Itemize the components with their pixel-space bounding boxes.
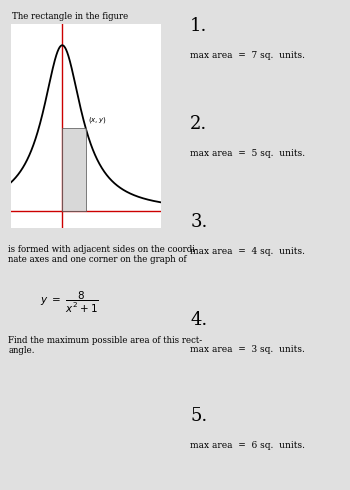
Text: is formed with adjacent sides on the coordi-
nate axes and one corner on the gra: is formed with adjacent sides on the coo…: [8, 245, 198, 265]
Text: 1.: 1.: [190, 17, 208, 35]
Text: max area  =  7 sq.  units.: max area = 7 sq. units.: [190, 51, 305, 60]
Text: 3.: 3.: [190, 213, 208, 231]
Text: $(x, y)$: $(x, y)$: [88, 115, 106, 125]
Text: max area  =  3 sq.  units.: max area = 3 sq. units.: [190, 345, 305, 354]
Text: 5.: 5.: [190, 407, 208, 425]
Text: $y \ = \ \dfrac{8}{x^2+1}$: $y \ = \ \dfrac{8}{x^2+1}$: [41, 290, 99, 315]
Text: max area  =  4 sq.  units.: max area = 4 sq. units.: [190, 247, 305, 256]
Text: 4.: 4.: [190, 311, 208, 329]
Text: max area  =  5 sq.  units.: max area = 5 sq. units.: [190, 149, 305, 158]
Bar: [62, 128, 86, 211]
Text: Find the maximum possible area of this rect-
angle.: Find the maximum possible area of this r…: [8, 336, 202, 355]
Text: max area  =  6 sq.  units.: max area = 6 sq. units.: [190, 441, 305, 450]
Text: 2.: 2.: [190, 115, 208, 133]
Text: The rectangle in the figure: The rectangle in the figure: [12, 12, 128, 21]
